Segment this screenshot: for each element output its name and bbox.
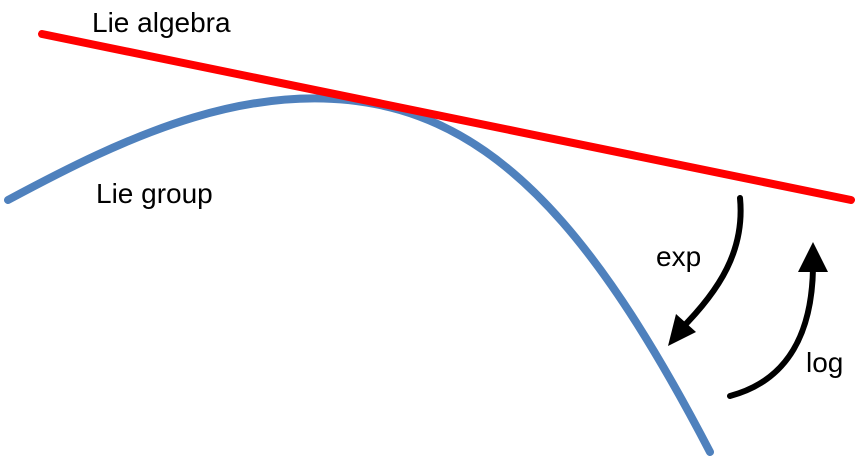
log-arrow	[727, 265, 816, 399]
exp-arrow	[677, 195, 744, 333]
exp-label: exp	[656, 241, 701, 272]
lie-group-label: Lie group	[96, 178, 213, 209]
log-label: log	[806, 347, 843, 378]
exp-arrowhead	[668, 314, 696, 346]
lie-algebra-label: Lie algebra	[92, 7, 231, 38]
log-arrowhead	[798, 242, 828, 272]
lie-algebra-line	[38, 30, 855, 204]
